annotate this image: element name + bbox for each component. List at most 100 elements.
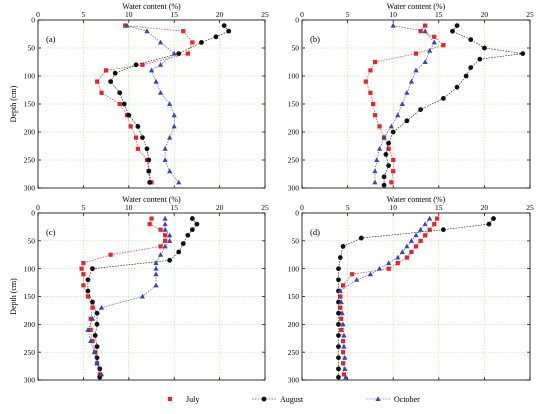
y-tick-label: 200 xyxy=(24,128,36,137)
data-point-october xyxy=(422,28,428,34)
data-point-august xyxy=(337,255,343,260)
data-point-october xyxy=(413,67,419,73)
data-point-july xyxy=(386,266,391,271)
data-point-august xyxy=(336,310,341,316)
data-point-august xyxy=(468,37,474,42)
data-point-october xyxy=(124,22,130,28)
data-point-july xyxy=(94,79,100,84)
data-point-july xyxy=(432,34,437,39)
series-july xyxy=(363,23,446,185)
data-point-august xyxy=(85,277,91,283)
data-point-august xyxy=(133,62,139,68)
x-tick-label: 0 xyxy=(36,203,40,212)
data-point-august xyxy=(491,216,496,221)
data-point-july xyxy=(163,238,168,243)
data-point-august xyxy=(336,344,341,349)
data-point-october xyxy=(167,101,173,106)
legend-marker xyxy=(375,396,381,401)
data-point-august xyxy=(180,241,186,247)
data-point-july xyxy=(135,146,140,151)
data-point-october xyxy=(408,238,415,243)
data-point-october xyxy=(339,310,345,316)
x-tick-label: 15 xyxy=(435,10,443,19)
data-point-august xyxy=(90,299,95,305)
panel-label: (b) xyxy=(310,34,320,44)
data-point-october xyxy=(167,134,173,140)
y-tick-label: 0 xyxy=(295,16,299,25)
y-tick-label: 250 xyxy=(24,348,36,357)
data-point-august xyxy=(386,163,392,169)
data-point-august xyxy=(336,366,341,372)
data-point-october xyxy=(162,215,168,221)
data-point-august xyxy=(94,310,100,316)
y-tick-label: 300 xyxy=(288,184,300,193)
series-august xyxy=(336,216,496,380)
series-july xyxy=(338,216,440,377)
data-point-july xyxy=(371,101,376,107)
data-point-july xyxy=(340,283,346,288)
data-point-october xyxy=(157,39,164,45)
data-point-october xyxy=(372,179,378,185)
x-tick-label: 25 xyxy=(526,10,534,19)
series-october xyxy=(124,22,182,185)
data-point-october xyxy=(390,22,396,28)
data-point-august xyxy=(381,174,387,180)
data-point-october xyxy=(388,123,394,129)
data-point-july xyxy=(413,51,419,56)
x-tick-label: 10 xyxy=(125,203,133,212)
data-point-october xyxy=(381,134,387,140)
data-point-october xyxy=(343,374,349,380)
data-point-july xyxy=(85,294,91,299)
data-point-august xyxy=(226,28,232,34)
data-point-july xyxy=(181,29,186,34)
data-point-august xyxy=(92,333,98,338)
data-point-july xyxy=(372,113,378,118)
data-point-august xyxy=(390,129,396,135)
y-tick-label: 50 xyxy=(292,44,300,53)
panel-label: (c) xyxy=(46,227,56,237)
data-point-october xyxy=(98,304,105,310)
y-tick-label: 300 xyxy=(24,184,36,193)
legend-label: August xyxy=(280,395,304,404)
data-point-july xyxy=(88,327,93,332)
data-point-october xyxy=(340,321,346,327)
data-point-july xyxy=(404,255,409,260)
y-tick-label: 0 xyxy=(31,16,35,25)
x-axis-title: Water content (%) xyxy=(387,2,446,11)
data-point-august xyxy=(454,84,460,90)
data-point-july xyxy=(340,361,346,366)
x-tick-label: 15 xyxy=(170,203,178,212)
data-point-july xyxy=(341,372,347,377)
data-point-july xyxy=(108,252,113,257)
data-point-august xyxy=(176,249,182,255)
x-tick-label: 15 xyxy=(170,10,178,19)
data-point-august xyxy=(404,118,410,124)
data-point-july xyxy=(99,90,104,95)
data-point-october xyxy=(176,179,182,185)
data-point-july xyxy=(117,101,122,107)
data-point-july xyxy=(340,338,346,344)
y-tick-label: 50 xyxy=(28,236,36,245)
y-tick-label: 250 xyxy=(288,156,300,165)
series-july xyxy=(79,216,168,377)
data-point-august xyxy=(176,51,182,56)
data-point-october xyxy=(376,265,383,271)
x-tick-label: 25 xyxy=(261,203,269,212)
data-point-august xyxy=(90,266,95,272)
data-point-august xyxy=(383,152,389,157)
data-point-october xyxy=(417,226,424,232)
data-point-august xyxy=(358,235,364,241)
data-point-october xyxy=(376,146,383,151)
data-point-october xyxy=(354,277,360,282)
data-point-august xyxy=(340,244,346,249)
series-october xyxy=(85,215,173,377)
data-point-july xyxy=(418,238,423,243)
data-point-august xyxy=(520,51,526,56)
x-tick-label: 15 xyxy=(435,203,443,212)
x-tick-label: 10 xyxy=(389,203,397,212)
data-point-july xyxy=(81,272,86,277)
y-axis-title: Depth (cm) xyxy=(9,85,18,122)
y-tick-label: 50 xyxy=(292,236,300,245)
